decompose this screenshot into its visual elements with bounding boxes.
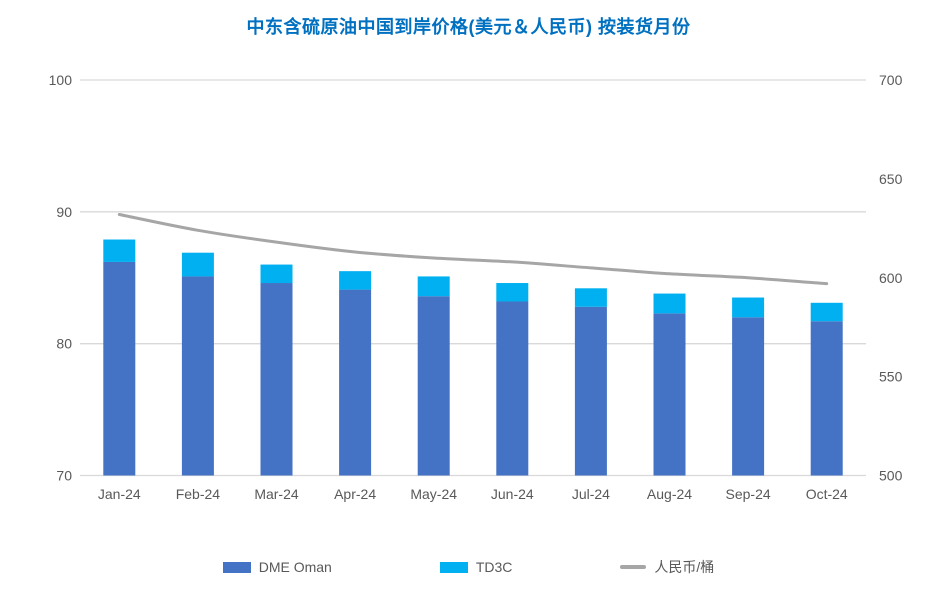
- left-axis-tick-label: 90: [56, 204, 72, 220]
- legend-label-td3c: TD3C: [475, 559, 513, 575]
- x-axis-tick-label: May-24: [410, 486, 457, 502]
- bar-segment-td3c: [339, 271, 372, 290]
- bar-segment-td3c: [260, 264, 293, 284]
- rmb-per-barrel-line: [117, 212, 829, 286]
- x-axis-tick-label: Jun-24: [491, 486, 534, 502]
- right-axis-tick-label: 650: [879, 171, 903, 187]
- x-axis-tick-label: Apr-24: [334, 486, 376, 502]
- legend: DME Oman TD3C 人民币/桶: [0, 557, 937, 577]
- bar-segment-td3c: [653, 293, 686, 314]
- legend-item-dme-oman: DME Oman: [222, 559, 332, 575]
- legend-label-dme-oman: DME Oman: [258, 559, 332, 575]
- left-axis-tick-label: 80: [56, 336, 72, 352]
- bar-segment-td3c: [574, 288, 607, 307]
- bar-segment-dme-oman: [574, 306, 607, 476]
- legend-swatch-rmb-line-icon: [620, 565, 647, 569]
- bar-segment-dme-oman: [810, 321, 843, 476]
- x-axis-tick-label: Jan-24: [98, 486, 141, 502]
- bar-segment-td3c: [732, 297, 765, 318]
- legend-item-td3c: TD3C: [439, 559, 513, 575]
- legend-label-rmb-line: 人民币/桶: [654, 559, 715, 575]
- legend-swatch-td3c-icon: [439, 561, 468, 573]
- bar-segment-dme-oman: [103, 261, 136, 476]
- bar-segment-td3c: [496, 283, 529, 302]
- x-axis-tick-label: Feb-24: [176, 486, 221, 502]
- right-axis-tick-label: 550: [879, 369, 903, 385]
- chart-title: 中东含硫原油中国到岸价格(美元＆人民币) 按装货月份: [246, 17, 691, 37]
- bar-segment-td3c: [417, 276, 450, 297]
- x-axis-tick-label: Sep-24: [726, 486, 771, 502]
- bar-segment-dme-oman: [181, 276, 214, 476]
- bar-segment-dme-oman: [653, 313, 686, 476]
- bar-segment-td3c: [810, 302, 843, 322]
- right-axis-tick-label: 500: [879, 468, 903, 484]
- right-axis-tick-label: 600: [879, 270, 903, 286]
- legend-item-rmb-line: 人民币/桶: [620, 557, 714, 577]
- bar-segment-td3c: [103, 239, 136, 262]
- x-axis-tick-label: Jul-24: [572, 486, 610, 502]
- bar-segment-dme-oman: [496, 301, 529, 476]
- bar-segment-td3c: [181, 252, 214, 277]
- bar-segment-dme-oman: [732, 317, 765, 476]
- x-axis-tick-label: Oct-24: [806, 486, 848, 502]
- left-axis-tick-label: 100: [49, 72, 73, 88]
- legend-swatch-dme-oman-icon: [222, 561, 251, 573]
- right-axis-tick-label: 700: [879, 72, 903, 88]
- x-axis-tick-label: Aug-24: [647, 486, 692, 502]
- bar-segment-dme-oman: [260, 283, 293, 476]
- bar-segment-dme-oman: [417, 296, 450, 476]
- left-axis-tick-label: 70: [56, 468, 72, 484]
- bar-segment-dme-oman: [339, 289, 372, 476]
- x-axis-tick-label: Mar-24: [254, 486, 299, 502]
